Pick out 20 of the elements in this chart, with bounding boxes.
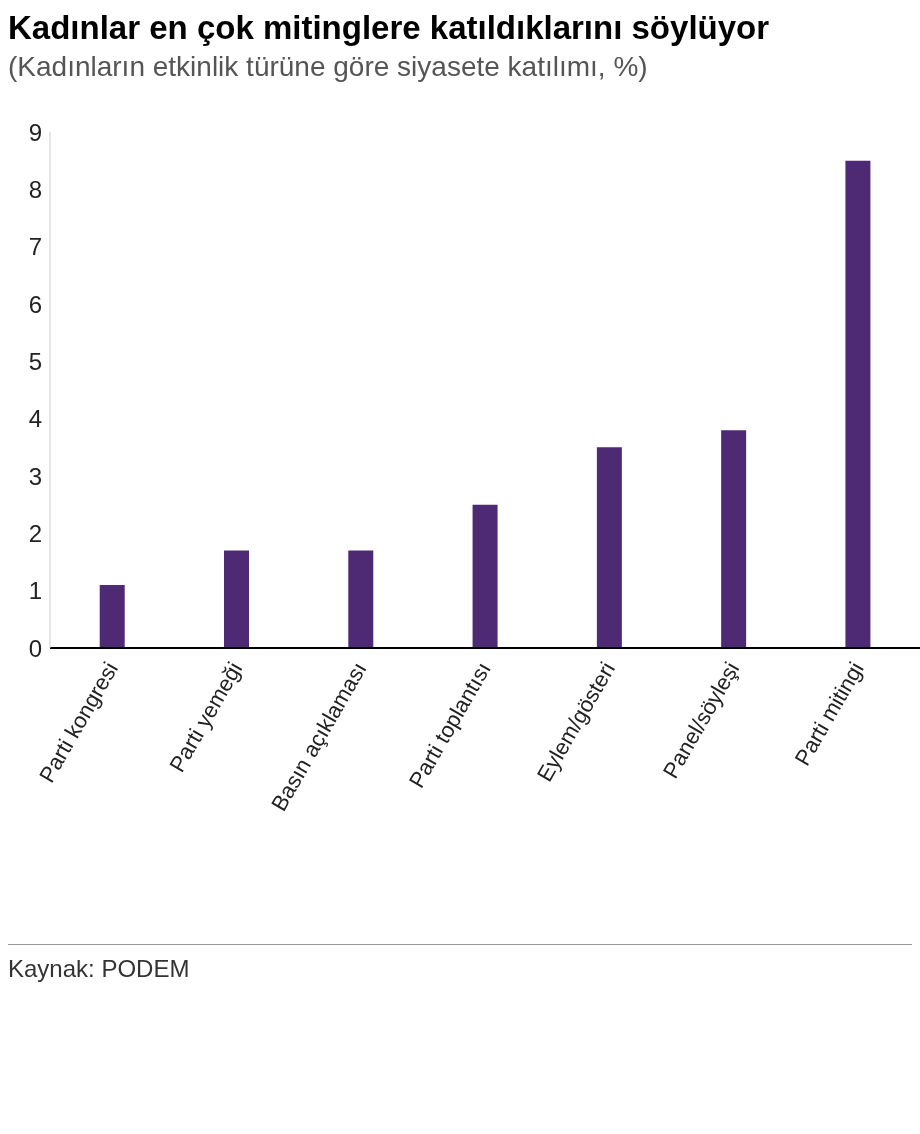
- bar: [596, 447, 622, 648]
- y-tick-label: 2: [28, 519, 42, 547]
- y-tick-label: 6: [28, 290, 42, 318]
- y-tick-label: 1: [28, 577, 42, 605]
- y-tick-label: 8: [28, 175, 42, 203]
- bar: [99, 584, 125, 648]
- text: Kaynak: PODEM: [8, 955, 191, 983]
- y-tick-label: 4: [28, 405, 42, 433]
- y-tick-label: 3: [28, 462, 42, 490]
- chart-title: Kadınlar en çok mitinglere katıldıklarını söylüyor: [8, 8, 771, 48]
- bar: [224, 550, 249, 648]
- chart-subtitle: (Kadınların etkinlik türüne göre siyasete katılımı, %): [8, 50, 649, 84]
- y-tick-label: 7: [28, 233, 42, 261]
- bar: [348, 550, 374, 648]
- bar: [472, 504, 498, 648]
- y-tick-label: 5: [28, 347, 42, 375]
- bar: [721, 430, 747, 648]
- bar: [845, 160, 871, 648]
- y-tick-label: 0: [28, 634, 42, 662]
- y-tick-label: 9: [28, 118, 42, 146]
